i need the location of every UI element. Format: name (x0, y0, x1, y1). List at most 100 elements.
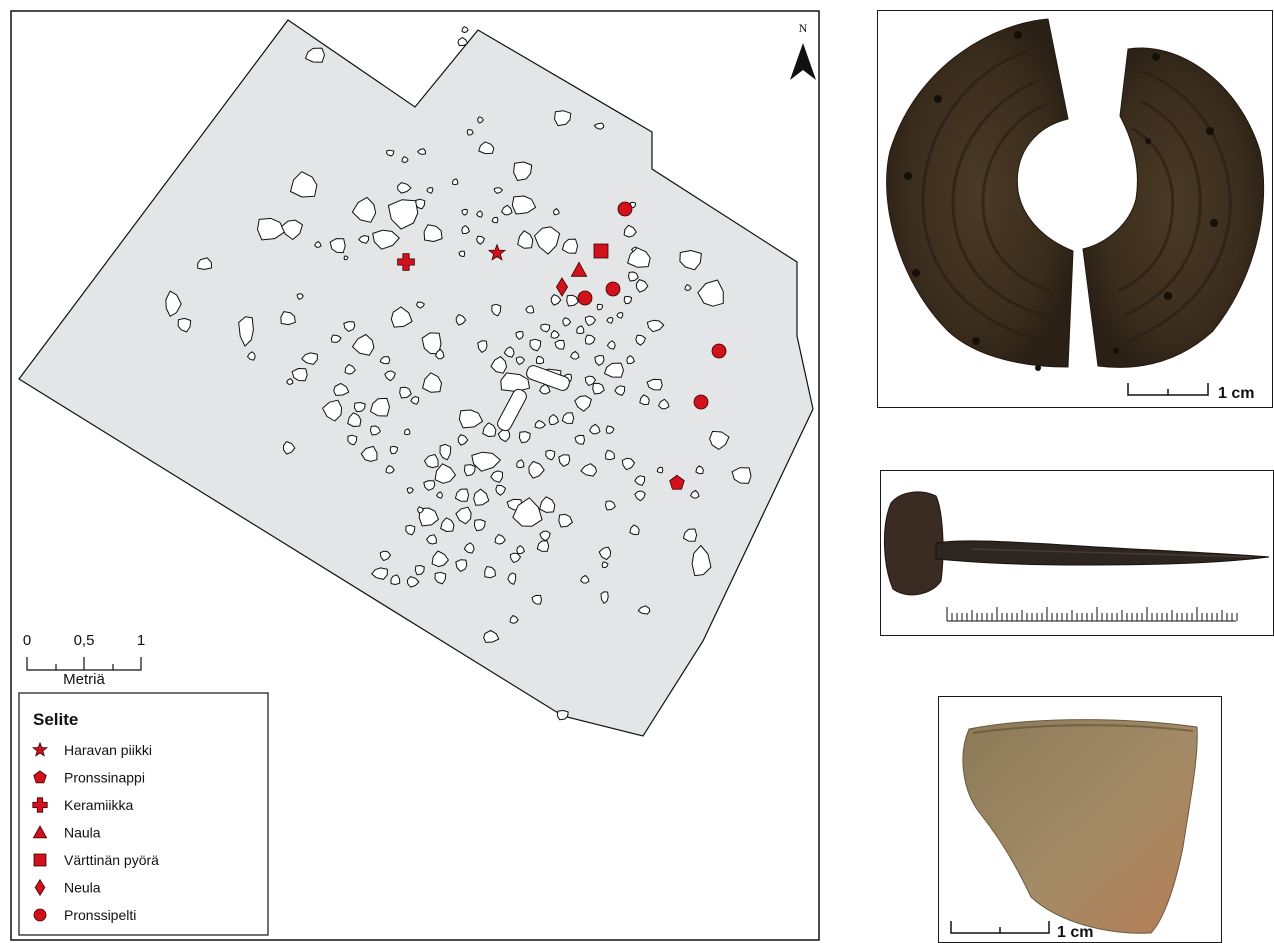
stone (593, 122, 605, 130)
stone (379, 356, 391, 365)
legend-item-label: Neula (64, 880, 101, 896)
legend-item: Haravan piikki (32, 741, 152, 758)
stone (558, 454, 571, 467)
stone (515, 356, 525, 365)
circle-icon (711, 343, 727, 359)
stone (606, 317, 614, 324)
stone (301, 352, 318, 365)
stone (539, 496, 556, 513)
stone (629, 524, 640, 536)
stone (497, 428, 511, 443)
stone (458, 409, 484, 429)
stone (518, 431, 531, 444)
stone (390, 574, 401, 585)
stone (584, 334, 596, 345)
square-icon (33, 853, 47, 867)
stone (351, 196, 377, 223)
stone (399, 386, 412, 399)
legend-item-label: Pronssinappi (64, 770, 145, 786)
excavation-map: N 0 0,5 1 Metriä Selite Haravan piikki Pr… (10, 10, 820, 941)
cross-icon (32, 797, 48, 813)
stone (516, 545, 525, 555)
scale-unit-label: Metriä (63, 671, 105, 688)
stone (434, 463, 456, 484)
stone (406, 487, 414, 494)
pentagon-icon (33, 770, 47, 784)
stone (372, 229, 400, 250)
stone (423, 480, 436, 491)
stone (415, 198, 426, 210)
stone (238, 316, 254, 347)
stone-slab (497, 388, 527, 432)
stone (598, 546, 612, 561)
stone (426, 534, 437, 545)
scale-tick-label-0: 0 (23, 632, 31, 649)
stone (416, 301, 425, 309)
stone (691, 545, 712, 577)
stone (379, 550, 391, 562)
stone (596, 303, 604, 311)
stone (458, 250, 466, 257)
find-markers (397, 201, 727, 490)
stone (417, 506, 424, 514)
stone (257, 217, 286, 241)
stone (709, 430, 730, 450)
stone (291, 368, 308, 382)
stone (484, 566, 496, 579)
stone (539, 383, 551, 395)
stone (478, 141, 495, 155)
stone (584, 375, 596, 387)
stone (616, 312, 624, 319)
stone (452, 178, 459, 186)
stone (493, 187, 503, 194)
stone (353, 402, 366, 413)
stone (436, 491, 443, 499)
stone (455, 314, 467, 326)
stone (534, 226, 561, 255)
stone (344, 363, 356, 375)
stone (682, 528, 698, 542)
stone (358, 235, 370, 244)
stone (473, 488, 490, 506)
stone (490, 356, 507, 374)
stone (731, 467, 752, 484)
cross-icon (397, 253, 415, 271)
stone (414, 565, 425, 576)
stone (461, 26, 469, 33)
stone (491, 303, 502, 317)
stone (280, 311, 296, 326)
stone (397, 182, 412, 194)
stone (322, 399, 343, 422)
stone (434, 571, 447, 585)
stone (405, 524, 416, 536)
legend: Selite Haravan piikki Pronssinappi Keramii… (18, 692, 269, 936)
scale-tick-label-2: 1 (137, 632, 145, 649)
stone (561, 238, 579, 254)
stone (423, 224, 443, 242)
stone (343, 255, 349, 261)
circle-icon (605, 281, 621, 297)
square-icon (593, 243, 609, 259)
sherd-scale-bar: 1 cm (950, 921, 1093, 941)
stone (455, 506, 472, 525)
star-icon (32, 741, 48, 757)
circle-icon (617, 201, 633, 217)
stone (421, 332, 442, 355)
stone (606, 340, 616, 350)
stone (477, 116, 484, 124)
legend-item: Naula (32, 825, 101, 841)
stone (509, 552, 521, 564)
stone (512, 497, 543, 527)
pentagon-icon (669, 474, 685, 490)
nail-photo (880, 470, 1274, 636)
stone (461, 208, 468, 216)
stone (621, 457, 636, 471)
stone (501, 204, 513, 216)
legend-item-label: Naula (64, 825, 101, 841)
stone (483, 629, 500, 643)
stone (286, 378, 294, 385)
spindle-scale-bar: 1 cm (1127, 383, 1254, 402)
scale-tick-label-1: 0,5 (74, 632, 95, 649)
stone (515, 331, 524, 340)
stone (580, 574, 590, 584)
